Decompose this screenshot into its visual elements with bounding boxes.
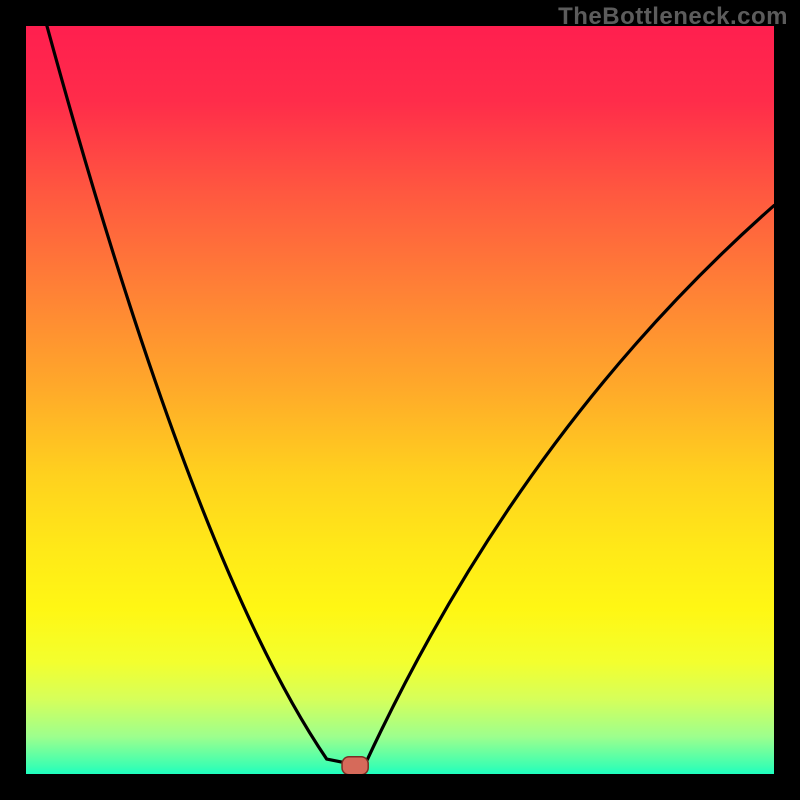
optimum-marker	[342, 757, 368, 774]
gradient-background	[26, 26, 774, 774]
plot-area	[26, 26, 774, 774]
watermark-text: TheBottleneck.com	[558, 3, 788, 31]
chart-frame: TheBottleneck.com	[0, 0, 800, 800]
plot-svg	[26, 26, 774, 774]
